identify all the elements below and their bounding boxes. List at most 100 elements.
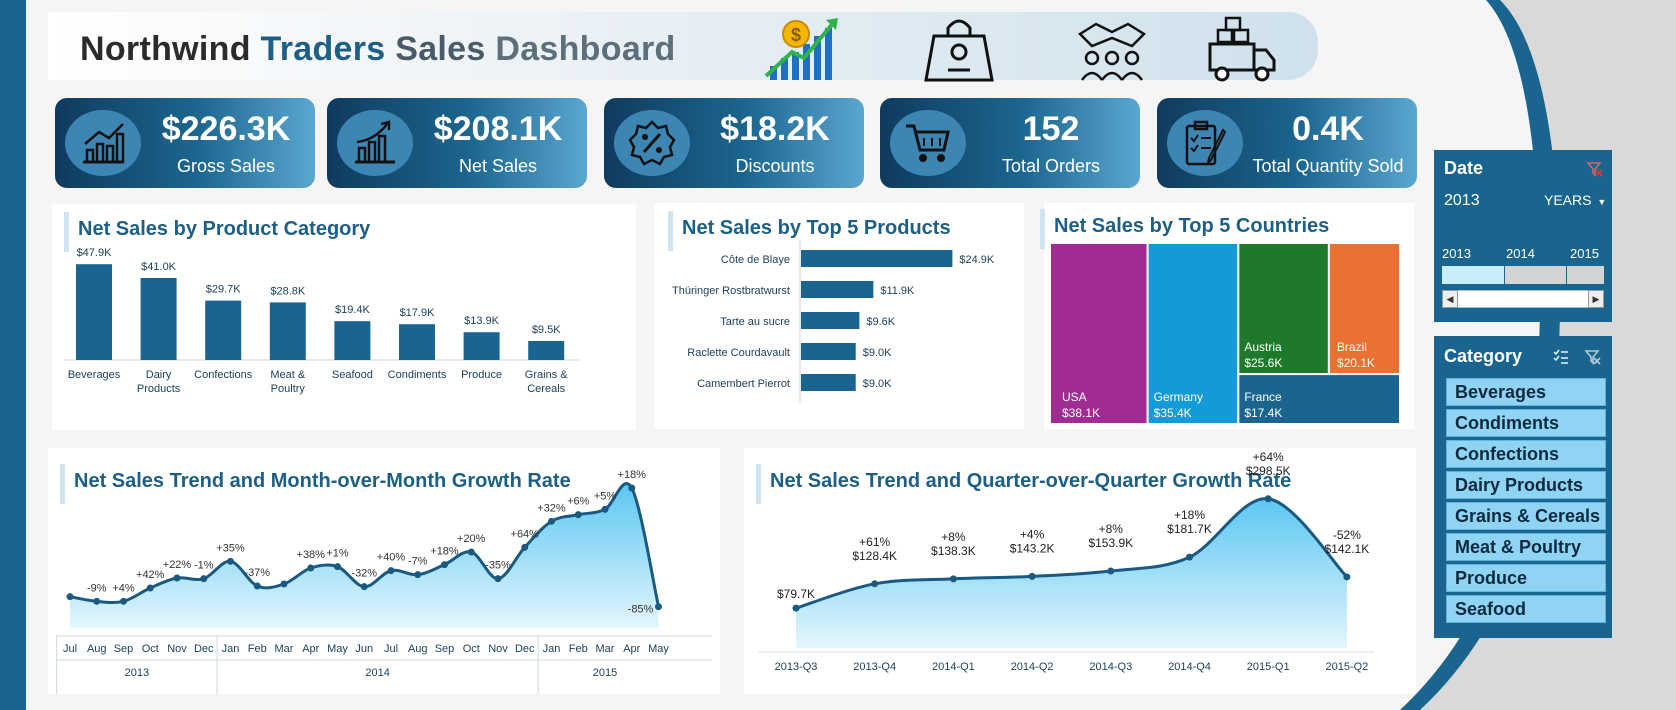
category-button-dairy-products[interactable]: Dairy Products bbox=[1446, 471, 1606, 499]
kpi-value: $208.1K bbox=[433, 110, 563, 148]
x-tick-label: Nov bbox=[167, 643, 187, 655]
x-tick-label: Meat & bbox=[270, 369, 306, 381]
x-tick-label: 2014-Q3 bbox=[1089, 661, 1132, 673]
timeline-year[interactable]: 2014 bbox=[1506, 246, 1535, 261]
y-tick-label: Thüringer Rostbratwurst bbox=[672, 285, 790, 297]
panel-top-countries: Net Sales by Top 5 Countries USA $38.1K Ge… bbox=[1039, 203, 1414, 429]
growth-label: +61% bbox=[859, 535, 890, 549]
kpi-value: 152 bbox=[1022, 110, 1080, 148]
growth-label: +64% bbox=[1253, 450, 1284, 464]
data-label: $28.8K bbox=[270, 285, 306, 297]
data-point bbox=[360, 583, 368, 591]
bar bbox=[463, 332, 500, 360]
data-point bbox=[467, 548, 475, 556]
category-button-condiments[interactable]: Condiments bbox=[1446, 409, 1606, 437]
kpi-gross-sales: $226.3K Gross Sales bbox=[55, 98, 315, 188]
growth-label: -37% bbox=[244, 567, 270, 579]
growth-label: -52% bbox=[1333, 528, 1361, 542]
x-tick-label: Sep bbox=[114, 643, 134, 655]
data-point bbox=[1264, 495, 1272, 503]
kpi-value: $18.2K bbox=[720, 110, 830, 148]
tile-value: $38.1K bbox=[1062, 406, 1100, 420]
data-point bbox=[66, 593, 74, 601]
scroll-right-icon[interactable]: ▶ bbox=[1588, 290, 1604, 308]
tile-value: $17.4K bbox=[1244, 406, 1282, 420]
category-button-beverages[interactable]: Beverages bbox=[1446, 378, 1606, 406]
growth-label: +42% bbox=[136, 569, 165, 581]
year-label: 2014 bbox=[365, 667, 389, 679]
x-tick-label: Oct bbox=[142, 643, 159, 655]
category-button-confections[interactable]: Confections bbox=[1446, 440, 1606, 468]
data-point bbox=[200, 575, 208, 583]
data-point bbox=[1028, 572, 1036, 580]
data-point bbox=[548, 517, 555, 525]
growth-label: +18% bbox=[618, 469, 647, 481]
x-tick-label: Dairy bbox=[146, 369, 172, 381]
bar bbox=[801, 374, 856, 391]
year-label: 2013 bbox=[125, 667, 149, 679]
date-selection-label: 2013 bbox=[1444, 192, 1480, 209]
treemap-tile bbox=[1237, 373, 1401, 425]
data-point bbox=[387, 567, 395, 575]
data-point bbox=[521, 543, 529, 551]
growth-label: -7% bbox=[408, 556, 428, 568]
kpi-label: Gross Sales bbox=[176, 156, 276, 176]
kpi-total-orders: 152 Total Orders bbox=[880, 98, 1140, 188]
kpi-label: Discounts bbox=[735, 156, 815, 176]
category-button-grains-cereals[interactable]: Grains & Cereals bbox=[1446, 502, 1606, 530]
quarterly-trend-area-chart: $79.7K2013-Q3+61%$128.4K2013-Q4+8%$138.3… bbox=[758, 450, 1374, 673]
growth-label: -32% bbox=[351, 568, 377, 580]
timeline-scrollbar[interactable] bbox=[1442, 290, 1604, 308]
data-point bbox=[227, 557, 234, 565]
value-label: $153.9K bbox=[1088, 536, 1133, 550]
category-button-meat-poultry[interactable]: Meat & Poultry bbox=[1446, 533, 1606, 561]
x-tick-label: Produce bbox=[461, 369, 502, 381]
category-button-produce[interactable]: Produce bbox=[1446, 564, 1606, 592]
bar bbox=[334, 321, 371, 360]
timeline-year[interactable]: 2013 bbox=[1442, 246, 1471, 261]
value-label: $142.1K bbox=[1325, 542, 1370, 556]
category-slicer: Category Beverages Condiments Confection… bbox=[1434, 336, 1612, 638]
left-accent-bar bbox=[0, 0, 26, 710]
treemap-tile bbox=[1237, 242, 1330, 376]
scroll-left-icon[interactable]: ◀ bbox=[1442, 290, 1458, 308]
timeline-year[interactable]: 2015 bbox=[1570, 246, 1599, 261]
x-tick-label: Dec bbox=[194, 643, 214, 655]
bar bbox=[801, 281, 874, 298]
growth-label: +64% bbox=[511, 528, 540, 540]
rising-arrow-icon bbox=[337, 110, 413, 176]
x-tick-label: Jul bbox=[384, 643, 398, 655]
x-tick-label: 2014-Q2 bbox=[1011, 661, 1054, 673]
y-tick-label: Camembert Pierrot bbox=[697, 378, 790, 390]
x-tick-label: Poultry bbox=[271, 383, 306, 395]
panel-title: Net Sales Trend and Quarter-over-Quarter… bbox=[755, 464, 1292, 504]
timeline-selected-period[interactable] bbox=[1442, 266, 1504, 284]
clear-filter-icon[interactable] bbox=[1584, 348, 1602, 366]
value-label: $143.2K bbox=[1010, 541, 1055, 555]
x-tick-label: Beverages bbox=[68, 369, 121, 381]
clear-filter-icon[interactable] bbox=[1586, 160, 1604, 178]
panel-title: Net Sales by Product Category bbox=[63, 212, 371, 252]
x-tick-label: Apr bbox=[302, 643, 319, 655]
multi-select-icon[interactable] bbox=[1552, 348, 1570, 366]
data-point bbox=[494, 575, 502, 583]
panel-title: Net Sales Trend and Month-over-Month Gro… bbox=[60, 464, 571, 504]
data-point bbox=[146, 584, 154, 592]
area-fill bbox=[70, 483, 659, 628]
category-button-seafood[interactable]: Seafood bbox=[1446, 595, 1606, 623]
tile-label: USA bbox=[1062, 390, 1087, 404]
timeline-period[interactable] bbox=[1566, 266, 1604, 284]
data-point bbox=[792, 604, 800, 612]
bar bbox=[269, 302, 306, 360]
x-tick-label: Grains & bbox=[525, 369, 568, 381]
data-point bbox=[173, 574, 181, 582]
kpi-label: Total Quantity Sold bbox=[1252, 156, 1404, 176]
period-dropdown[interactable]: YEARS ▼ bbox=[1544, 192, 1607, 208]
data-point bbox=[1107, 567, 1115, 575]
timeline-period[interactable] bbox=[1504, 266, 1566, 284]
x-tick-label: Oct bbox=[463, 643, 480, 655]
growth-label: -35% bbox=[485, 560, 511, 572]
x-tick-label: Apr bbox=[623, 643, 640, 655]
growth-label: +35% bbox=[216, 542, 245, 554]
x-tick-label: Seafood bbox=[332, 369, 373, 381]
